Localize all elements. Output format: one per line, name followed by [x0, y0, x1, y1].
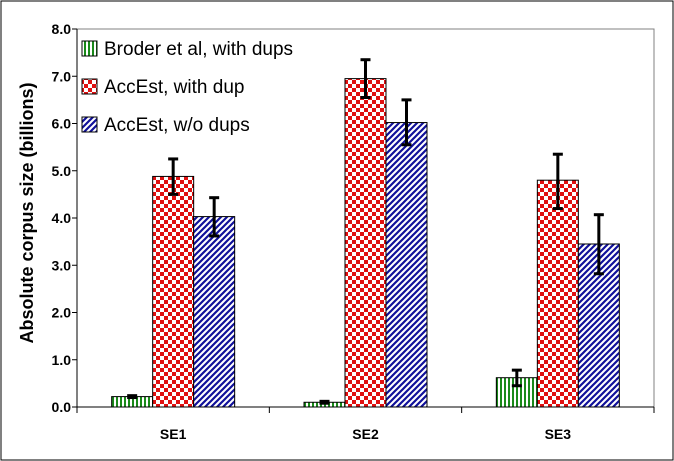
legend-background: [80, 32, 332, 150]
legend: Broder et al, with dups AccEst, with dup A…: [80, 32, 332, 150]
bar: [536, 179, 579, 408]
y-tick-label: 2.0: [52, 305, 72, 321]
bar: [152, 175, 195, 408]
legend-label: AccEst, with dup: [104, 77, 244, 98]
legend-swatch: [81, 78, 98, 95]
x-tick-label: SE2: [352, 426, 379, 442]
y-tick-label: 5.0: [52, 163, 72, 179]
y-tick-label: 8.0: [52, 21, 72, 37]
legend-swatch: [81, 116, 98, 133]
y-tick-label: 1.0: [52, 352, 72, 368]
y-tick-label: 6.0: [52, 116, 72, 132]
bar: [385, 122, 428, 408]
legend-label: AccEst, w/o dups: [104, 115, 250, 136]
y-tick-label: 7.0: [52, 68, 72, 84]
legend-swatch: [81, 40, 98, 57]
bar: [193, 216, 236, 408]
y-tick-label: 4.0: [52, 210, 72, 226]
y-axis-label: Absolute corpus size (billions): [17, 82, 37, 343]
y-tick-label: 3.0: [52, 257, 72, 273]
x-tick-label: SE3: [545, 426, 572, 442]
x-tick-label: SE1: [160, 426, 187, 442]
bar: [344, 78, 387, 408]
y-tick-label: 0.0: [52, 399, 72, 415]
legend-label: Broder et al, with dups: [104, 39, 293, 60]
